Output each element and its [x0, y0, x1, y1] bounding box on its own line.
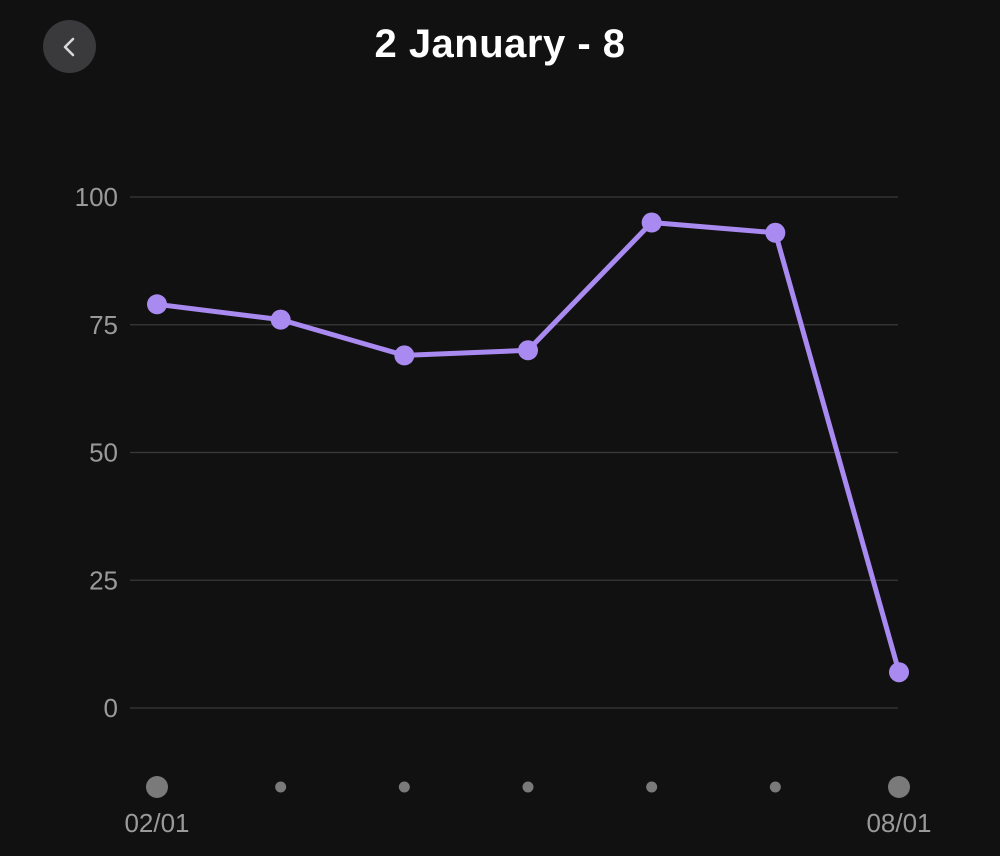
x-axis-dot — [522, 781, 534, 793]
data-point — [394, 345, 415, 366]
data-points — [147, 212, 909, 683]
y-tick-label: 0 — [104, 693, 118, 723]
y-axis-ticks: 0 25 50 75 100 — [75, 182, 118, 723]
data-point — [147, 294, 167, 315]
y-tick-label: 100 — [75, 182, 118, 212]
grid-lines — [130, 196, 898, 709]
data-point — [270, 309, 291, 330]
x-axis-dots — [146, 776, 910, 798]
x-axis-dot — [646, 781, 658, 793]
data-point — [518, 340, 538, 361]
series-polyline — [154, 220, 902, 675]
y-tick-label: 75 — [89, 310, 118, 340]
y-tick-label: 50 — [89, 438, 118, 468]
back-button[interactable] — [43, 20, 96, 73]
data-point — [641, 212, 662, 233]
x-axis-dot — [398, 781, 410, 793]
x-axis-dot — [146, 776, 168, 798]
x-tick-label: 02/01 — [124, 808, 189, 838]
x-axis-dot — [769, 781, 781, 793]
page-title: 2 January - 8 — [374, 22, 626, 66]
x-axis-dot — [275, 781, 287, 793]
data-point — [889, 662, 909, 683]
x-tick-label: 08/01 — [866, 808, 931, 838]
x-axis-dot — [888, 776, 910, 798]
data-point — [765, 222, 786, 243]
chevron-left-icon — [60, 35, 80, 59]
series-line — [154, 220, 902, 675]
y-tick-label: 25 — [89, 565, 118, 595]
x-axis-labels: 02/01 08/01 — [124, 808, 931, 838]
